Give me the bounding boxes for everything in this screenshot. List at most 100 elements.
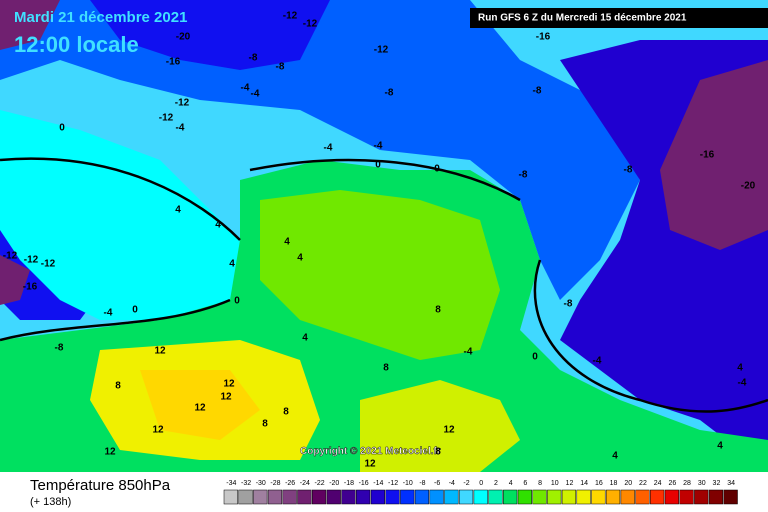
contour-label: -4 — [464, 347, 473, 358]
legend-label: -14 — [373, 480, 383, 487]
legend-label: -20 — [329, 480, 339, 487]
legend-label: 2 — [494, 480, 498, 487]
contour-label: -20 — [176, 32, 191, 43]
legend-swatch — [694, 489, 709, 505]
contour-label: 4 — [737, 363, 743, 374]
contour-label: 4 — [229, 259, 235, 270]
legend-swatch — [370, 489, 385, 505]
lead-time: (+ 138h) — [30, 496, 71, 508]
contour-label: 0 — [375, 160, 381, 171]
legend-label: -32 — [241, 480, 251, 487]
legend-swatch — [664, 489, 679, 505]
legend-swatch — [311, 489, 327, 505]
contour-label: -4 — [738, 378, 747, 389]
legend-swatch — [282, 489, 297, 505]
legend-label: -26 — [285, 480, 295, 487]
legend-swatch — [356, 489, 371, 505]
legend-swatch — [253, 489, 268, 505]
run-info: Run GFS 6 Z du Mercredi 15 décembre 2021 — [478, 13, 687, 24]
legend-swatch — [414, 489, 430, 505]
contour-label: -8 — [249, 53, 258, 64]
contour-label: 0 — [434, 164, 440, 175]
legend-label: 0 — [479, 480, 483, 487]
legend-swatch — [429, 489, 444, 505]
legend-swatch — [723, 489, 738, 505]
run-box — [470, 8, 768, 28]
legend-label: 34 — [727, 480, 735, 487]
contour-label: 4 — [175, 205, 181, 216]
legend-label: -12 — [388, 480, 398, 487]
contour-label: 12 — [364, 459, 376, 470]
legend-label: -30 — [256, 480, 266, 487]
contour-label: 0 — [59, 123, 65, 134]
legend-swatch — [297, 489, 312, 505]
legend-label: -24 — [300, 480, 310, 487]
map-background — [0, 0, 768, 472]
contour-label: 4 — [612, 451, 618, 462]
contour-label: -12 — [159, 113, 174, 124]
legend-label: -4 — [449, 480, 455, 487]
contour-label: -4 — [176, 123, 185, 134]
legend-swatch — [547, 489, 562, 505]
contour-label: 8 — [435, 447, 441, 458]
contour-label: -4 — [374, 141, 383, 152]
legend-swatch — [591, 489, 606, 505]
legend-swatch — [561, 489, 577, 505]
legend-swatch — [532, 489, 547, 505]
contour-label: -8 — [385, 88, 394, 99]
variable: Température 850hPa — [30, 477, 171, 494]
copyright: Copyright © 2021 Meteociel.fr — [300, 446, 441, 457]
legend-swatch — [488, 489, 503, 505]
contour-label: 8 — [435, 305, 441, 316]
contour-label: 12 — [220, 392, 232, 403]
legend-swatch — [605, 489, 621, 505]
contour-label: 4 — [297, 253, 303, 264]
contour-label: -12 — [303, 19, 318, 30]
contour-label: -12 — [283, 11, 298, 22]
legend-label: -6 — [434, 480, 440, 487]
legend-swatch — [503, 489, 518, 505]
contour-label: 4 — [215, 220, 221, 231]
contour-label: -4 — [593, 356, 602, 367]
legend-label: 6 — [523, 480, 527, 487]
legend-swatch — [341, 489, 356, 505]
contour-label: -4 — [104, 308, 113, 319]
legend-label: 32 — [713, 480, 721, 487]
legend-swatch — [708, 489, 724, 505]
legend-label: -16 — [359, 480, 369, 487]
legend-label: 24 — [654, 480, 662, 487]
contour-label: 12 — [154, 346, 166, 357]
legend-swatch — [576, 489, 591, 505]
legend-label: -10 — [403, 480, 413, 487]
legend-swatch — [458, 489, 474, 505]
contour-label: 0 — [132, 305, 138, 316]
contour-label: 12 — [223, 379, 235, 390]
contour-label: -8 — [624, 165, 633, 176]
legend-swatch — [400, 489, 415, 505]
legend-swatch — [223, 489, 238, 505]
contour-label: -12 — [3, 251, 18, 262]
contour-label: -8 — [533, 86, 542, 97]
contour-label: 8 — [383, 363, 389, 374]
legend: -34 -32 -30 -28 -26 -24 -22 -20 -18 -16 -14 -12 -10-… — [223, 480, 738, 505]
legend-swatch — [473, 489, 488, 505]
contour-label: -12 — [374, 45, 389, 56]
legend-label: 28 — [683, 480, 691, 487]
legend-label: 26 — [668, 480, 676, 487]
contour-label: 0 — [532, 352, 538, 363]
time: 12:00 locale — [14, 32, 139, 57]
date: Mardi 21 décembre 2021 — [14, 9, 187, 26]
contour-label: -16 — [536, 32, 551, 43]
legend-swatch — [444, 489, 459, 505]
contour-label: -4 — [251, 89, 260, 100]
legend-label: 10 — [551, 480, 559, 487]
legend-swatch — [238, 489, 253, 505]
legend-label: 12 — [566, 480, 574, 487]
contour-labels: -12-12-20 -16-12-16 -8-8-4-4 -8 -8-12-12-40-… — [3, 11, 756, 470]
legend-label: -28 — [270, 480, 280, 487]
legend-swatch — [267, 489, 283, 505]
legend-swatch — [517, 489, 532, 505]
legend-swatch — [679, 489, 694, 505]
contour-label: 8 — [115, 381, 121, 392]
